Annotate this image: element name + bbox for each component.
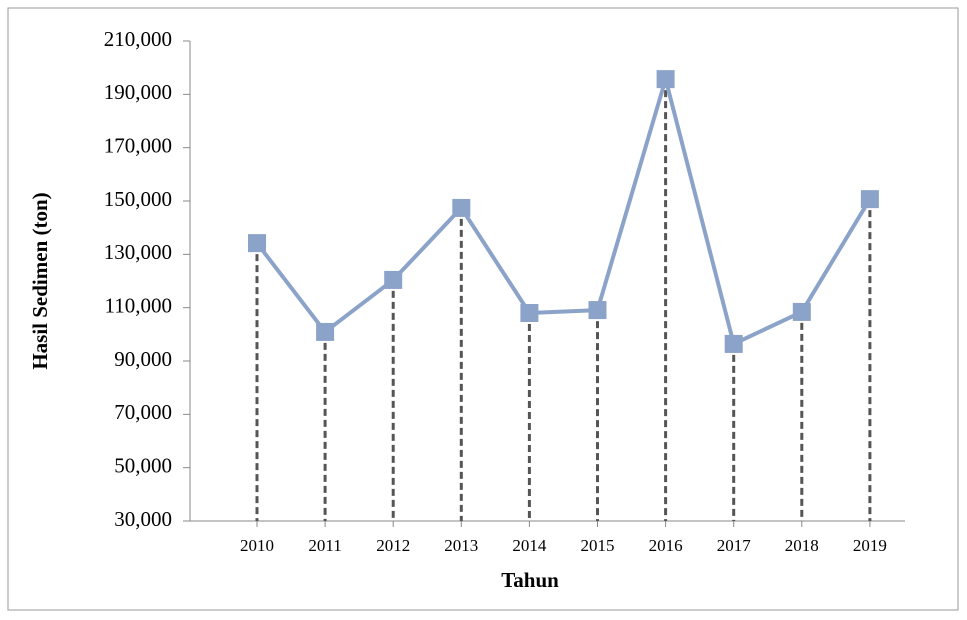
marker — [792, 302, 811, 321]
marker — [724, 334, 743, 353]
x-tick-label: 2019 — [853, 536, 887, 555]
series-line — [255, 77, 872, 346]
y-axis-title: Hasil Sedimen (ton) — [28, 192, 52, 369]
y-tick-label: 190,000 — [104, 80, 172, 104]
y-tick-label: 30,000 — [114, 507, 172, 531]
x-tick-label: 2015 — [581, 536, 615, 555]
x-tick-label: 2017 — [717, 536, 752, 555]
x-tick-label: 2013 — [444, 536, 478, 555]
marker — [316, 322, 335, 341]
y-tick-label: 210,000 — [104, 27, 172, 51]
marker — [656, 70, 675, 89]
marker — [520, 304, 539, 322]
x-axis-title: Tahun — [501, 568, 559, 592]
y-tick-label: 70,000 — [114, 400, 172, 424]
y-tick-label: 130,000 — [104, 240, 172, 264]
x-tick-label: 2016 — [649, 536, 683, 555]
x-tick-label: 2011 — [308, 536, 341, 555]
y-tick-label: 50,000 — [114, 453, 172, 477]
marker — [452, 198, 471, 217]
y-tick-label: 170,000 — [104, 133, 172, 157]
y-tick-label: 150,000 — [104, 187, 172, 211]
chart-frame — [7, 7, 959, 611]
y-tick-label: 110,000 — [105, 293, 172, 317]
x-tick-label: 2014 — [512, 536, 547, 555]
y-tick-label: 90,000 — [114, 347, 172, 371]
marker — [588, 301, 607, 320]
marker — [384, 270, 403, 289]
marker — [248, 234, 266, 253]
x-tick-label: 2010 — [240, 536, 274, 555]
marker — [860, 190, 879, 209]
x-tick-label: 2018 — [785, 536, 819, 555]
x-tick-label: 2012 — [376, 536, 410, 555]
